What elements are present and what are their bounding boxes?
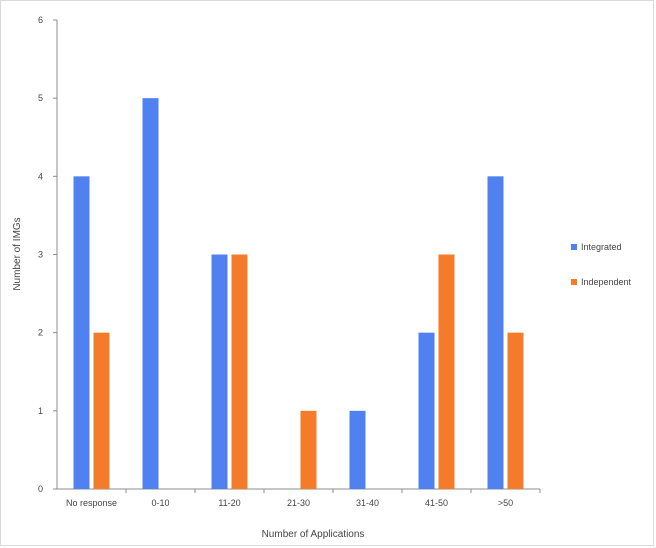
bar-independent-5 <box>438 254 455 489</box>
bar-independent-6 <box>507 332 524 489</box>
y-tick-label: 3 <box>38 250 43 260</box>
x-tick-label: 31-40 <box>356 498 379 508</box>
x-tick-label: 11-20 <box>218 498 240 508</box>
bar-integrated-2 <box>211 254 228 489</box>
y-tick-label: 2 <box>38 328 43 338</box>
legend: Integrated Independent <box>571 242 632 287</box>
bar-independent-3 <box>300 410 317 489</box>
x-tick-label: 21-30 <box>287 498 310 508</box>
bar-integrated-1 <box>142 98 159 490</box>
bar-integrated-5 <box>418 332 435 489</box>
legend-swatch-independent <box>571 279 577 285</box>
y-tick-label: 1 <box>38 406 43 416</box>
y-tick-label: 4 <box>38 171 43 181</box>
x-tick-label: No response <box>66 498 117 508</box>
y-tick-label: 0 <box>38 484 43 494</box>
plot-area: 0 1 2 3 4 5 6 No response 0-10 11-20 21-30 31-40 41-… <box>38 15 541 508</box>
x-tick-label: 0-10 <box>151 498 169 508</box>
y-axis-title: Number of IMGs <box>12 217 23 290</box>
y-tick-label: 6 <box>38 15 43 25</box>
bar-integrated-0 <box>73 176 90 490</box>
bar-integrated-4 <box>349 410 366 489</box>
y-tick-label: 5 <box>38 93 43 103</box>
bar-independent-2 <box>231 254 248 489</box>
legend-label-independent: Independent <box>581 277 632 287</box>
x-tick-label: >50 <box>498 498 513 508</box>
x-tick-label: 41-50 <box>425 498 448 508</box>
bar-integrated-6 <box>487 176 504 490</box>
x-axis-title: Number of Applications <box>262 529 365 540</box>
legend-swatch-integrated <box>571 244 577 250</box>
legend-label-integrated: Integrated <box>581 242 622 252</box>
bar-independent-0 <box>93 332 110 489</box>
